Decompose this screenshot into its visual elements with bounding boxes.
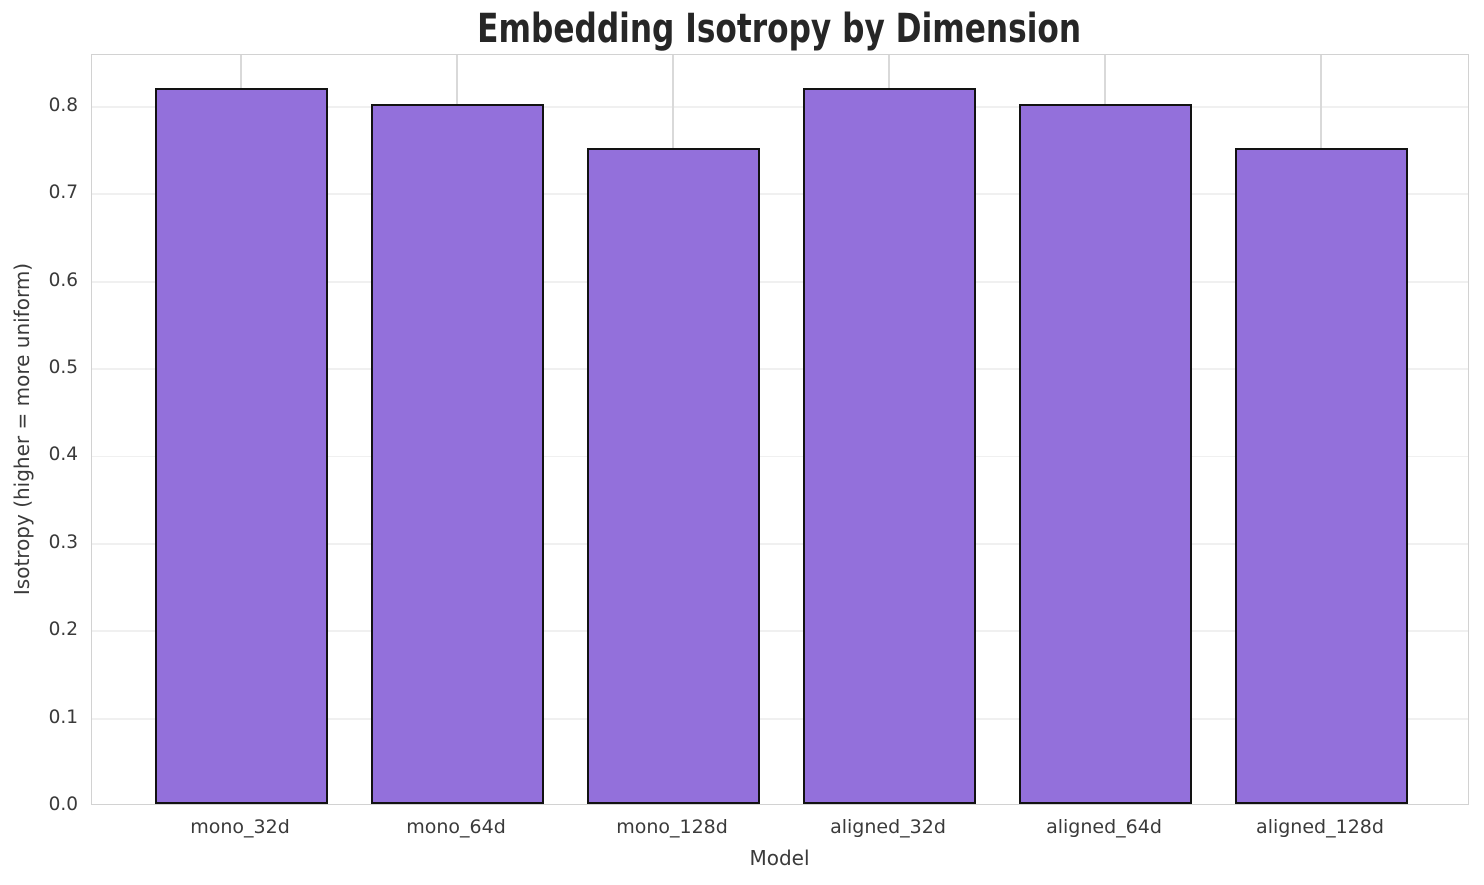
bar-mono_128d (586, 147, 760, 804)
y-tick-label: 0.6 (48, 269, 78, 291)
y-tick-label: 0.2 (48, 619, 78, 641)
y-tick-label: 0.5 (48, 357, 78, 379)
bar-aligned_32d (802, 88, 976, 804)
y-tick-label: 0.1 (48, 706, 78, 728)
y-tick-label: 0.0 (48, 794, 78, 815)
bar-aligned_128d (1234, 147, 1408, 804)
bar-mono_64d (370, 104, 544, 804)
x-tick-label-mono_128d: mono_128d (616, 816, 728, 838)
gridline-horizontal (91, 630, 1468, 633)
x-tick-label-mono_32d: mono_32d (190, 816, 290, 838)
gridline-horizontal (91, 280, 1468, 283)
gridline-horizontal (91, 717, 1468, 720)
x-tick-label-aligned_64d: aligned_64d (1046, 816, 1162, 838)
x-tick-label-mono_64d: mono_64d (406, 816, 506, 838)
bar-aligned_64d (1018, 104, 1192, 804)
gridline-horizontal (91, 193, 1468, 196)
chart-title: Embedding Isotropy by Dimension (90, 6, 1469, 52)
gridline-horizontal (91, 106, 1468, 108)
gridline-horizontal (91, 368, 1468, 370)
y-tick-label: 0.4 (48, 444, 78, 466)
gridline-horizontal (91, 455, 1468, 458)
gridline-horizontal (91, 542, 1468, 545)
y-tick-label: 0.8 (48, 94, 78, 116)
chart-title-text: Embedding Isotropy by Dimension (477, 6, 1082, 52)
plot-area (90, 53, 1469, 805)
x-tick-label-aligned_128d: aligned_128d (1256, 816, 1384, 838)
x-axis-label: Model (749, 846, 810, 870)
y-tick-label: 0.3 (48, 531, 78, 553)
bar-mono_32d (154, 88, 328, 804)
y-tick-label: 0.7 (48, 182, 78, 204)
x-tick-label-aligned_32d: aligned_32d (830, 816, 946, 838)
